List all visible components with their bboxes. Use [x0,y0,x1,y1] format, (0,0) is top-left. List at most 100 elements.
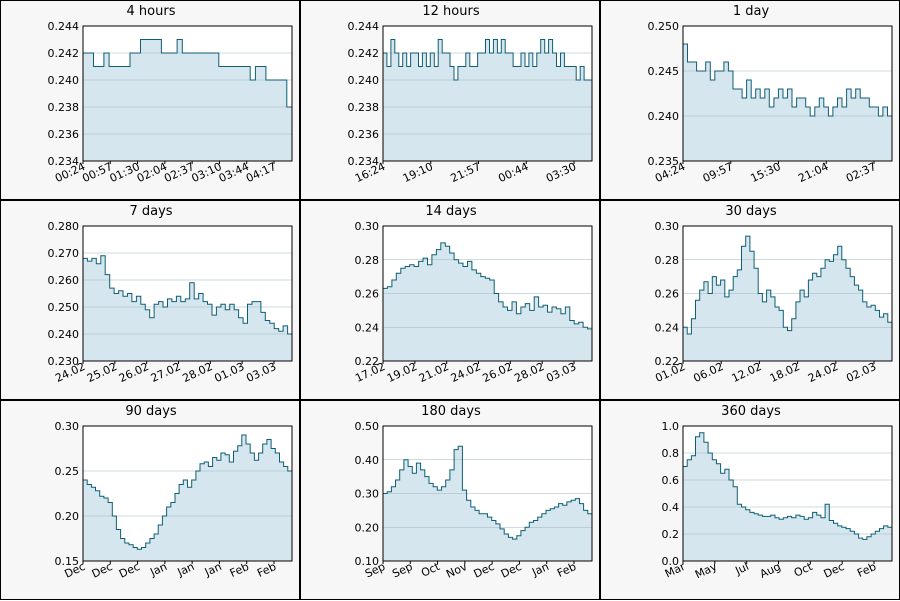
chart-svg: 0.2340.2360.2380.2400.2420.24400:2400:57… [48,20,293,185]
x-tick-label: 26.02 [117,360,151,385]
y-tick-label: 1.0 [662,420,680,433]
y-tick-label: 0.2 [662,528,680,541]
chart-panel: 90 days 0.15 0.20 0.25 0.30 Dec Dec Dec Jan Jan Ja… [0,400,300,600]
y-tick-label: 0.234 [48,155,80,168]
x-tick-label: 24.02 [449,360,483,385]
x-tick-label: Aug [758,560,783,581]
x-tick-label: Feb [228,560,251,580]
chart-title: 30 days [725,204,777,219]
y-tick-label: 0.28 [355,254,380,267]
chart-title: 4 hours [126,4,176,19]
x-tick-label: Feb [255,560,278,580]
plot-frame [382,225,593,362]
area-fill [383,242,592,361]
x-tick-label: 06.02 [691,360,725,385]
x-tick-label: 02.03 [844,360,878,385]
y-tick-label: 0.4 [662,501,680,514]
x-tick-label: Oct [792,560,815,580]
y-tick-label: 0.25 [55,465,80,478]
chart-panel: 30 days 0.22 0.24 0.26 0.28 0.30 01.02 06.02 12.… [600,200,900,400]
y-tick-label: 0.26 [655,288,680,301]
y-tick-label: 0.20 [355,521,380,534]
y-tick-label: 0.24 [655,321,680,334]
plot-frame [82,225,293,362]
x-tick-label: 25.02 [85,360,119,385]
chart-panel: 12 hours 0.234 0.236 0.238 0.240 0.242 0.244 16… [300,0,600,200]
y-tick-label: 0.30 [55,420,80,433]
y-tick-label: 0.244 [48,20,80,33]
x-tick-label: 19:10 [401,160,435,185]
x-tick-label: 03:30 [544,160,578,185]
chart-panel: 7 days 0.230 0.240 0.250 0.260 0.270 0.280 24.0… [0,200,300,400]
x-tick-label: Jan [529,560,551,579]
plot-frame [82,425,293,562]
y-tick-label: 0.236 [348,128,380,141]
chart-panel: 14 days 0.22 0.24 0.26 0.28 0.30 17.02 19.02 21.… [300,200,600,400]
y-tick-label: 0.22 [355,355,380,368]
y-tick-label: 0.236 [48,128,80,141]
y-tick-label: 0.26 [355,288,380,301]
x-tick-label: Jan [175,560,197,579]
y-tick-label: 0.6 [662,474,680,487]
x-tick-label: Sep [390,560,414,581]
chart-title: 180 days [421,404,481,419]
y-tick-label: 0.30 [355,220,380,233]
plot-frame [382,25,593,162]
x-tick-label: Feb [855,560,878,580]
series-line [683,235,893,335]
x-tick-label: 18.02 [768,360,802,385]
x-tick-label: 21.02 [417,360,451,385]
x-tick-label: Dec [499,560,524,581]
series-line [83,434,293,550]
x-tick-label: 21:57 [449,160,483,185]
x-tick-label: Dec [117,560,142,581]
plot-frame [682,225,893,362]
series-line [83,255,293,345]
y-tick-label: 0.245 [648,65,680,78]
x-tick-label: May [693,560,720,582]
x-tick-label: 04:17 [244,160,278,185]
x-tick-label: Feb [555,560,578,580]
series-line [83,39,293,134]
x-tick-label: 19.02 [385,360,419,385]
x-tick-label: 01.03 [212,360,246,385]
x-tick-label: 24.02 [806,360,840,385]
area-fill [83,39,292,161]
y-tick-label: 0.250 [648,20,680,33]
y-tick-label: 0.238 [348,101,380,114]
x-tick-label: Jan [147,560,169,579]
x-tick-label: 15:30 [749,160,783,185]
x-tick-label: 21:04 [796,160,830,185]
chart-title: 7 days [129,204,173,219]
x-tick-label: 27.02 [149,360,183,385]
area-fill [83,255,292,361]
y-tick-label: 0.240 [48,328,80,341]
y-tick-label: 0.242 [48,47,80,60]
y-tick-label: 0.0 [662,555,680,568]
y-tick-label: 0.30 [355,488,380,501]
y-tick-label: 0.28 [655,254,680,267]
x-tick-label: Jan [202,560,224,579]
series-line [383,39,593,134]
chart-title: 14 days [425,204,477,219]
chart-panel: 4 hours 0.234 0.236 0.238 0.240 0.242 0.244 00:… [0,0,300,200]
series-line [683,432,893,540]
series-line [683,43,893,152]
x-tick-label: 03.03 [244,360,278,385]
x-tick-label: 00:44 [496,160,530,185]
x-tick-label: Jul [732,560,750,578]
y-tick-label: 0.260 [48,274,80,287]
area-fill [683,44,892,161]
area-fill [683,236,892,361]
y-tick-label: 0.238 [48,101,80,114]
y-tick-label: 0.30 [655,220,680,233]
x-tick-label: Oct [419,560,442,580]
plot-frame [382,425,593,562]
x-tick-label: 03.03 [544,360,578,385]
x-tick-label: 09:57 [701,160,735,185]
